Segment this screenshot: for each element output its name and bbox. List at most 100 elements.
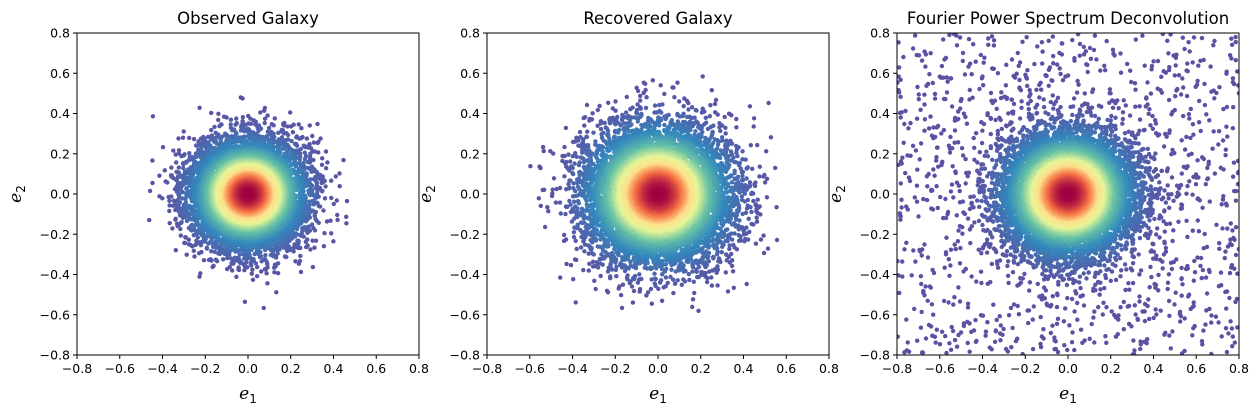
scatter-point	[209, 153, 214, 158]
scatter-point	[276, 130, 281, 135]
scatter-point	[312, 213, 317, 218]
scatter-point	[290, 130, 296, 135]
scatter-point	[285, 132, 291, 138]
scatter-point	[302, 144, 308, 150]
scatter-point	[182, 152, 187, 157]
scatter-point	[254, 274, 260, 279]
scatter-point	[220, 257, 226, 262]
scatter-point	[333, 174, 338, 179]
scatter-point	[150, 158, 155, 163]
scatter-point	[341, 157, 346, 163]
scatter-point	[296, 122, 301, 127]
scatter-point	[274, 290, 279, 295]
scatter-point	[305, 237, 310, 242]
scatter-point	[225, 255, 230, 261]
scatter-point	[298, 269, 304, 275]
scatter-point	[196, 139, 201, 144]
scatter-point	[272, 270, 277, 275]
scatter-point	[313, 238, 319, 243]
scatter-point	[310, 238, 315, 243]
scatter-point	[176, 170, 181, 175]
scatter-point	[271, 123, 276, 128]
scatter-point	[234, 274, 239, 279]
scatter-point	[160, 196, 165, 201]
scatter-point	[285, 124, 290, 129]
scatter-point	[275, 271, 281, 276]
scatter-point	[258, 110, 263, 115]
scatter-point	[187, 151, 192, 156]
scatter-point	[197, 274, 202, 279]
scatter-point	[323, 149, 329, 154]
scatter-point	[183, 200, 189, 205]
scatter-point	[256, 128, 261, 134]
scatter-point	[150, 114, 156, 119]
scatter-point	[167, 221, 172, 226]
scatter-point	[250, 267, 255, 272]
scatter-point	[311, 140, 317, 145]
scatter-point	[325, 160, 330, 165]
scatter-point	[214, 243, 219, 248]
scatter-point	[184, 186, 189, 191]
scatter-point	[184, 252, 189, 257]
scatter-point	[265, 113, 270, 118]
scatter-point	[315, 140, 320, 146]
scatter-points	[147, 95, 350, 311]
scatter-point	[262, 108, 267, 113]
scatter-point	[318, 136, 323, 141]
scatter-point	[230, 268, 235, 273]
scatter-point	[261, 257, 267, 262]
scatter-point	[173, 152, 178, 157]
scatter-point	[306, 199, 312, 204]
scatter-point	[178, 226, 183, 232]
scatter-point	[178, 233, 183, 238]
scatter-point	[242, 129, 247, 134]
scatter-point	[213, 135, 219, 140]
scatter-point	[199, 249, 204, 255]
scatter-point	[197, 105, 202, 111]
scatter-point	[282, 254, 288, 259]
scatter-point	[213, 257, 218, 262]
scatter-point	[201, 258, 207, 263]
scatter-point	[281, 131, 286, 136]
scatter-point	[173, 216, 178, 221]
scatter-point	[228, 122, 233, 127]
scatter-point	[180, 189, 186, 195]
scatter-point	[275, 261, 281, 266]
scatter-point	[311, 225, 316, 231]
scatter-point	[261, 305, 266, 311]
scatter-point	[319, 162, 325, 167]
scatter-point	[266, 125, 272, 131]
scatter-point	[312, 245, 317, 250]
scatter-point	[305, 243, 310, 248]
scatter-point	[295, 238, 300, 243]
scatter-point	[316, 150, 321, 155]
scatter-point	[294, 143, 300, 148]
scatter-point	[192, 170, 197, 175]
scatter-point	[212, 249, 217, 255]
scatter-point	[249, 271, 254, 276]
scatter-point	[329, 178, 334, 183]
scatter-point	[191, 248, 196, 253]
scatter-point	[187, 135, 192, 141]
scatter-point	[216, 111, 221, 117]
scatter-point	[236, 265, 241, 270]
panel-observed-galaxy: Observed Galaxy −0.8 −0.6 −0.4 −0.2 0.0 0.2 0.…	[6, 9, 429, 406]
scatter-point	[167, 203, 172, 208]
scatter-point	[171, 148, 176, 153]
scatter-point	[291, 249, 296, 254]
scatter-point	[288, 124, 294, 129]
scatter-point	[192, 254, 197, 259]
scatter-point	[173, 248, 178, 253]
scatter-point	[170, 226, 175, 231]
scatter-point	[297, 153, 303, 159]
scatter-point	[313, 185, 319, 191]
panel-title: Observed Galaxy	[177, 9, 319, 28]
scatter-point	[274, 242, 279, 247]
scatter-point	[262, 120, 267, 126]
scatter-point	[183, 240, 188, 246]
scatter-point	[169, 194, 174, 199]
scatter-point	[174, 160, 179, 165]
scatter-point	[323, 166, 329, 171]
scatter-point	[320, 156, 325, 161]
